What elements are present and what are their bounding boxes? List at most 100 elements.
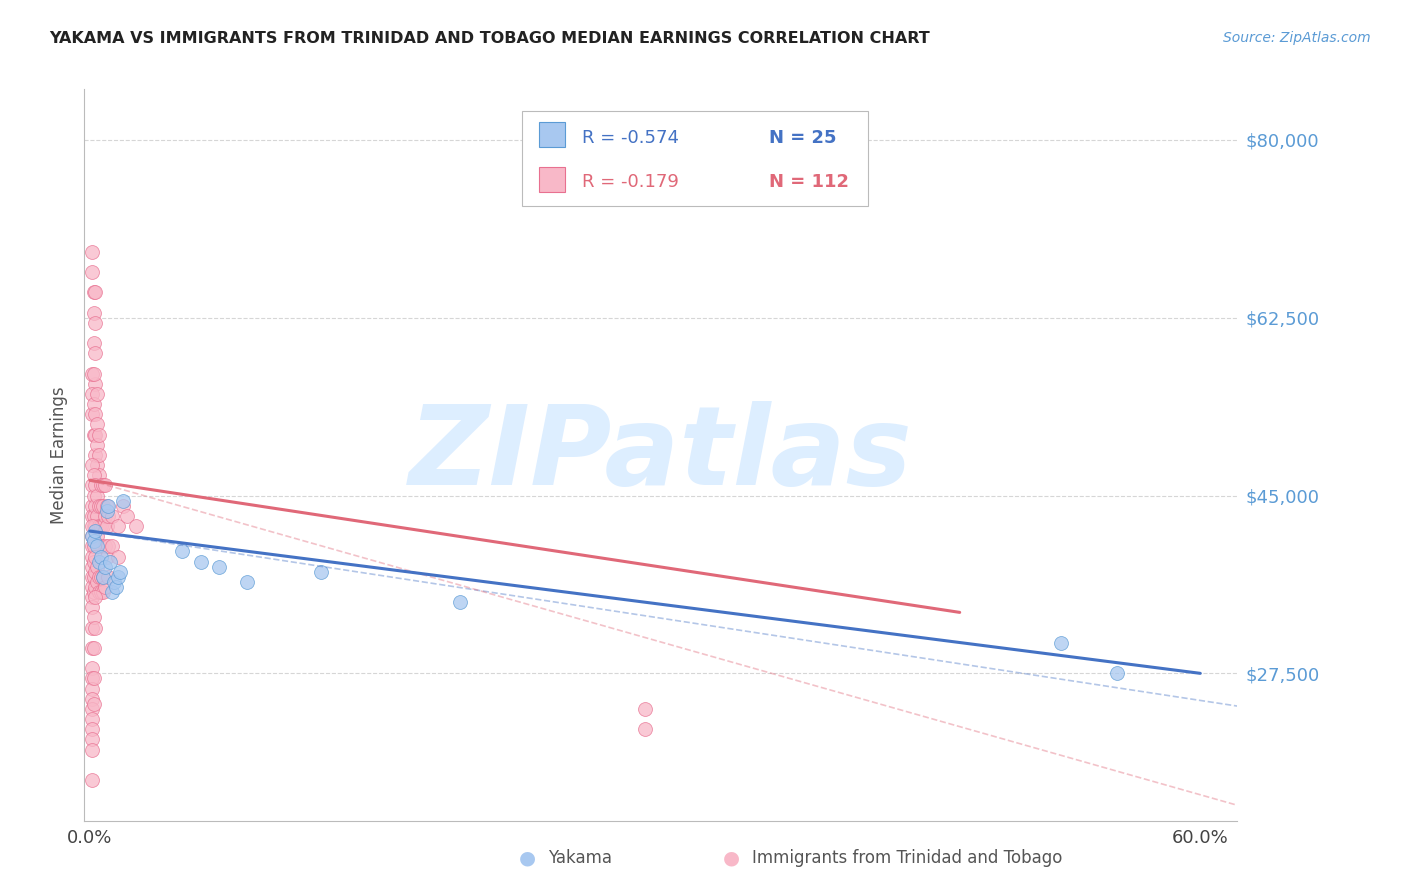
Point	[1050, 636, 1073, 650]
Point	[97, 570, 120, 584]
Point	[112, 499, 135, 513]
Text: R = -0.574: R = -0.574	[582, 128, 679, 147]
Point	[634, 702, 657, 716]
Text: Source: ZipAtlas.com: Source: ZipAtlas.com	[1223, 31, 1371, 45]
Point	[83, 534, 105, 549]
Point	[80, 732, 103, 747]
Point	[83, 539, 105, 553]
Point	[80, 458, 103, 472]
Point	[80, 621, 103, 635]
Point	[90, 499, 112, 513]
Point	[80, 691, 103, 706]
Point	[89, 499, 111, 513]
Point	[101, 585, 124, 599]
Y-axis label: Median Earnings: Median Earnings	[51, 386, 69, 524]
Point	[80, 672, 103, 686]
Point	[83, 468, 105, 483]
Point	[83, 427, 105, 442]
Point	[83, 570, 105, 584]
Point	[86, 387, 108, 401]
Point	[89, 539, 111, 553]
Point	[80, 508, 103, 523]
Point	[84, 519, 107, 533]
Point	[86, 508, 108, 523]
Point	[93, 559, 115, 574]
Point	[84, 590, 107, 604]
Text: R = -0.179: R = -0.179	[582, 173, 679, 192]
Text: ZIPatlas: ZIPatlas	[409, 401, 912, 508]
Point	[86, 529, 108, 543]
Point	[84, 427, 107, 442]
Point	[80, 661, 103, 675]
Point	[83, 285, 105, 300]
Point	[80, 387, 103, 401]
Point	[190, 555, 212, 569]
Point	[89, 585, 111, 599]
Point	[80, 407, 103, 421]
Point	[84, 565, 107, 579]
Point	[97, 499, 120, 513]
Point	[208, 559, 231, 574]
Point	[80, 244, 103, 259]
Point	[91, 499, 114, 513]
Point	[83, 489, 105, 503]
Point	[1105, 666, 1128, 681]
Point	[84, 524, 107, 538]
Text: N = 25: N = 25	[769, 128, 837, 147]
Point	[80, 681, 103, 696]
Text: N = 112: N = 112	[769, 173, 848, 192]
Point	[101, 539, 124, 553]
Point	[86, 574, 108, 589]
Point	[83, 697, 105, 711]
Point	[83, 397, 105, 411]
Text: YAKAMA VS IMMIGRANTS FROM TRINIDAD AND TOBAGO MEDIAN EARNINGS CORRELATION CHART: YAKAMA VS IMMIGRANTS FROM TRINIDAD AND T…	[49, 31, 929, 46]
Point	[96, 499, 118, 513]
Point	[84, 549, 107, 564]
Text: ●: ●	[723, 848, 740, 868]
Point	[108, 565, 131, 579]
Point	[84, 285, 107, 300]
Text: Immigrants from Trinidad and Tobago: Immigrants from Trinidad and Tobago	[752, 849, 1063, 867]
Point	[90, 539, 112, 553]
Point	[80, 367, 103, 381]
Point	[98, 555, 121, 569]
Point	[86, 489, 108, 503]
Point	[107, 570, 129, 584]
Point	[172, 544, 194, 558]
Point	[83, 336, 105, 351]
Point	[90, 519, 112, 533]
Point	[86, 438, 108, 452]
Point	[84, 407, 107, 421]
Point	[89, 448, 111, 462]
Point	[107, 549, 129, 564]
Point	[80, 590, 103, 604]
Point	[115, 508, 138, 523]
Point	[80, 529, 103, 543]
Point	[93, 478, 115, 492]
Point	[80, 549, 103, 564]
Point	[84, 316, 107, 330]
Text: ●: ●	[519, 848, 536, 868]
Point	[86, 458, 108, 472]
Point	[104, 580, 127, 594]
Point	[84, 499, 107, 513]
Point	[80, 600, 103, 615]
Point	[97, 508, 120, 523]
Point	[107, 519, 129, 533]
Point	[96, 519, 118, 533]
Point	[634, 723, 657, 737]
Point	[89, 519, 111, 533]
Point	[90, 549, 112, 564]
Point	[91, 478, 114, 492]
Point	[93, 508, 115, 523]
Point	[91, 585, 114, 599]
Point	[84, 346, 107, 360]
Point	[89, 468, 111, 483]
Point	[83, 640, 105, 655]
Point	[80, 712, 103, 726]
Point	[93, 539, 115, 553]
Point	[80, 570, 103, 584]
Point	[84, 448, 107, 462]
Point	[91, 570, 114, 584]
Point	[96, 504, 118, 518]
